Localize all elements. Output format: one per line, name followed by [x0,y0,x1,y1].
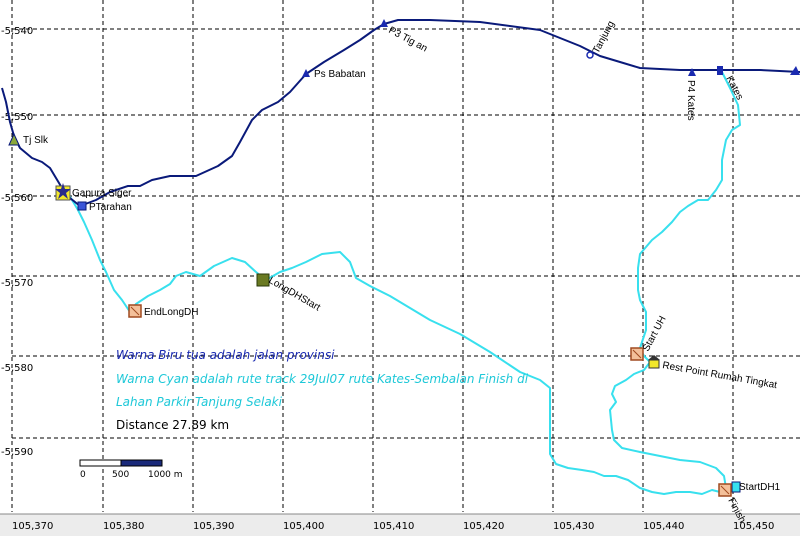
box-mark [130,306,140,316]
waypoint-gapura-siger[interactable]: Gapura Siger [55,183,132,201]
scale-label: 500 [112,470,129,480]
blue-triangle-icon [302,69,310,77]
distance-label: Distance 27.89 km [116,418,229,432]
y-tick-label: -5,590 [1,447,33,458]
waypoint-p4-kates[interactable]: P4 Kates [685,68,696,121]
y-tick-label: -5,550 [1,112,33,123]
cyan-track-route[interactable] [65,71,741,495]
waypoint-kates[interactable]: Kates [717,66,745,102]
waypoint-label: StartDH1 [739,482,781,493]
waypoint-p3-tigan[interactable]: P3 Tig an [380,19,429,54]
x-axis-strip [0,514,800,536]
x-tick-label: 105,430 [553,521,594,532]
scale-segment-white [79,459,122,467]
waypoint-label: LongDHStart [267,275,323,314]
waypoint-long-dh-start[interactable]: LongDHStart [256,273,323,314]
x-tick-label: 105,380 [103,521,144,532]
waypoint-end-long-dh[interactable]: EndLongDH [128,304,198,318]
green-flag-icon [256,273,270,287]
y-tick-label: -5,570 [1,278,33,289]
grid [11,0,800,512]
waypoint-tj-slk[interactable]: Tj Slk [8,132,49,146]
scale-label: 1000 m [148,470,183,480]
x-tick-label: 105,420 [463,521,504,532]
waypoint-label: Ps Babatan [314,69,366,80]
scale-segment-dark [120,459,163,467]
roof-shape [648,355,660,360]
note-track-line1: Warna Cyan adalah rute track 29Jul07 rut… [116,372,529,386]
y-tick-label: -5,540 [1,26,33,37]
blue-marker-icon [717,66,723,75]
scale-bar: 0 500 1000 m [79,459,183,480]
blue-circle-icon [586,51,594,59]
blue-triangle-icon [790,66,800,75]
waypoint-ps-babatan[interactable]: Ps Babatan [302,69,366,80]
x-tick-label: 105,400 [283,521,324,532]
x-tick-label: 105,390 [193,521,234,532]
waypoint-label: PTarahan [89,202,132,213]
waypoint-tanjung[interactable]: Tanjung [586,19,617,59]
waypoint-ptarahan[interactable]: PTarahan [77,201,132,213]
x-tick-label: 105,440 [643,521,684,532]
box-mark [632,349,642,359]
waypoint-label: Kates [723,74,745,102]
waypoint-start-uh[interactable]: Start UH [630,314,669,361]
waypoint-label: P4 Kates [685,80,696,121]
y-tick-label: -5,580 [1,363,33,374]
x-tick-label: 105,370 [12,521,53,532]
waypoint-start-dh1[interactable]: StartDH1 [731,481,781,493]
green-flag-icon [8,132,20,146]
house-icon [648,359,660,369]
note-road: Warna Biru tua adalah jalan provinsi [116,348,335,362]
star-icon [55,183,71,199]
blue-triangle-icon [380,19,388,27]
waypoint-label: Tj Slk [23,135,49,146]
blue-square-icon [77,201,87,211]
note-track-line2: Lahan Parkir Tanjung Selaki [116,395,283,409]
provincial-road[interactable] [1,19,800,207]
waypoint-rest-point[interactable]: Rest Point Rumah Tingkat [648,355,778,391]
waypoint-label: Tanjung [591,19,617,55]
x-tick-label: 105,450 [733,521,774,532]
waypoint-label: Rest Point Rumah Tingkat [661,360,778,391]
x-tick-label: 105,410 [373,521,414,532]
y-tick-label: -5,560 [1,193,33,204]
blue-triangle-icon [688,68,696,76]
cyan-marker-icon [731,481,741,493]
waypoint-label: EndLongDH [144,307,198,318]
box-mark [720,485,730,495]
scale-label: 0 [80,470,86,480]
waypoint-label: Gapura Siger [72,188,132,199]
